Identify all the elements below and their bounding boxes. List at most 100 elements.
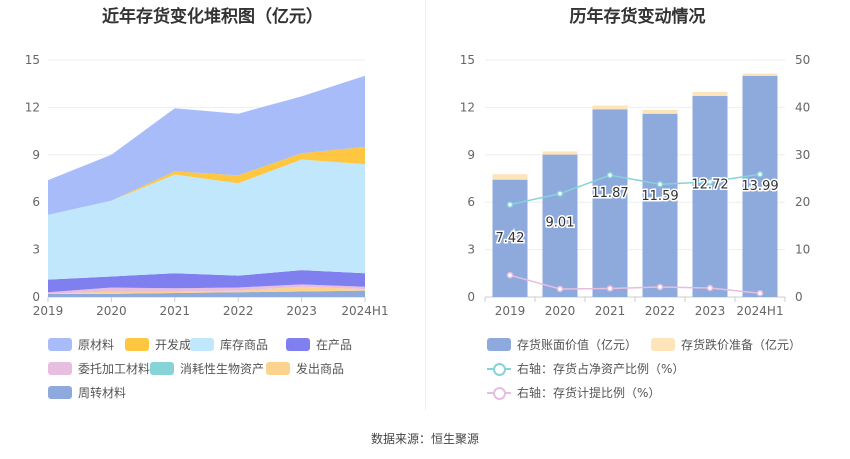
bar-provision xyxy=(542,151,578,155)
left-chart-panel: 近年存货变化堆积图（亿元） 0 3 6 9 12 15 2019 2020 2021 2022 20… xyxy=(0,0,425,410)
left-legend-item[interactable]: 周转材料 xyxy=(48,384,126,401)
right-y-right-tick-label: 40 xyxy=(795,100,810,114)
legend-swatch xyxy=(286,338,310,351)
bar-provision xyxy=(742,73,778,76)
right-y-right-tick-label: 50 xyxy=(795,53,810,67)
right-chart-title: 历年存货变动情况 xyxy=(569,7,706,27)
bar-book-value xyxy=(592,109,628,297)
line-point xyxy=(656,180,664,188)
right-x-tick-label: 2024H1 xyxy=(736,304,783,318)
legend-label: 库存商品 xyxy=(220,338,269,352)
bar-data-label: 11.59 xyxy=(641,189,678,204)
legend-label: 周转材料 xyxy=(78,386,127,400)
right-x-tick-label: 2019 xyxy=(495,304,526,318)
legend-label: 消耗性生物资产 xyxy=(180,362,265,376)
line-point xyxy=(506,271,514,279)
left-x-tick-label: 2019 xyxy=(33,304,64,318)
right-x-tick-label: 2021 xyxy=(595,304,626,318)
right-x-tick-label: 2022 xyxy=(645,304,676,318)
legend-swatch xyxy=(266,362,290,375)
left-y-tick-label: 12 xyxy=(25,100,40,114)
left-y-tick-label: 15 xyxy=(25,53,40,67)
right-legend-item[interactable]: 存货跌价准备（亿元） xyxy=(651,336,801,353)
right-y-left-tick-label: 15 xyxy=(460,53,475,67)
bar-book-value xyxy=(692,96,728,297)
left-x-tick-label: 2021 xyxy=(160,304,191,318)
area-库存商品 xyxy=(48,159,365,280)
line-point xyxy=(706,178,714,186)
legend-swatch xyxy=(487,386,511,400)
line-series-2 xyxy=(509,274,761,294)
bar-book-value xyxy=(542,154,578,297)
line-point xyxy=(606,285,614,292)
legend-label: 在产品 xyxy=(316,338,353,352)
legend-swatch xyxy=(651,338,675,351)
legend-label: 右轴：存货计提比例（%） xyxy=(517,386,661,400)
bar-data-label: 7.42 xyxy=(496,231,525,246)
right-y-right-tick-label: 10 xyxy=(795,243,810,257)
right-chart-panel: 历年存货变动情况 0 3 6 9 12 15 0 10 20 30 40 50 2019 2020 2021… xyxy=(425,0,850,410)
right-y-right-tick-label: 0 xyxy=(795,290,803,304)
legend-swatch xyxy=(48,362,72,375)
bar-data-label: 9.01 xyxy=(546,215,575,230)
legend-swatch xyxy=(487,362,511,376)
legend-swatch xyxy=(150,362,174,375)
bar-book-value xyxy=(742,75,778,297)
left-legend-item[interactable]: 原材料 xyxy=(48,336,114,353)
bar-line-chart: 0 3 6 9 12 15 0 10 20 30 40 50 2019 2020 2021 2022 2023 2… xyxy=(460,53,811,318)
right-y-left-tick-label: 6 xyxy=(467,195,475,209)
legend-label: 委托加工材料 xyxy=(78,362,151,376)
legend-swatch xyxy=(125,338,149,351)
legend-swatch xyxy=(190,338,214,351)
left-y-tick-label: 3 xyxy=(32,243,40,257)
area-在产品 xyxy=(48,270,365,293)
legend-label: 存货跌价准备（亿元） xyxy=(681,338,802,352)
legend-swatch xyxy=(48,386,72,399)
left-legend-item[interactable]: 委托加工材料 xyxy=(48,360,150,377)
bar-book-value xyxy=(642,113,678,298)
bar-provision xyxy=(692,92,728,97)
line-point xyxy=(706,284,714,292)
area-原材料 xyxy=(48,75,365,215)
right-y-right-tick-label: 30 xyxy=(795,148,810,162)
legend-label: 右轴：存货占净资产比例（%） xyxy=(517,362,685,376)
data-source-note: 数据来源：恒生聚源 xyxy=(370,432,479,446)
bar-provision xyxy=(592,105,628,110)
left-x-tick-label: 2023 xyxy=(286,304,317,318)
right-legend-item[interactable]: 存货账面价值（亿元） xyxy=(487,336,637,353)
area-开发成本 xyxy=(48,146,365,215)
right-y-left-tick-label: 0 xyxy=(467,290,475,304)
legend-label: 存货账面价值（亿元） xyxy=(517,338,638,352)
right-legend-item[interactable]: 右轴：存货占净资产比例（%） xyxy=(487,360,684,377)
line-point xyxy=(556,285,564,293)
line-point xyxy=(756,289,764,297)
right-y-left-tick-label: 3 xyxy=(467,243,475,257)
legend-label: 发出商品 xyxy=(296,362,345,376)
bar-provision xyxy=(642,109,678,114)
right-y-left-tick-label: 9 xyxy=(467,148,475,162)
line-series-1 xyxy=(509,173,761,206)
left-legend-item[interactable]: 在产品 xyxy=(286,336,352,353)
left-x-tick-label: 2024H1 xyxy=(341,304,388,318)
legend-label: 原材料 xyxy=(78,338,115,352)
left-legend-item[interactable]: 库存商品 xyxy=(190,336,268,353)
left-y-tick-label: 0 xyxy=(32,290,40,304)
left-x-tick-label: 2022 xyxy=(223,304,254,318)
panel-divider xyxy=(425,0,426,410)
legend-swatch xyxy=(487,338,511,351)
legend-swatch xyxy=(48,338,72,351)
stacked-area-chart: 0 3 6 9 12 15 2019 2020 2021 2022 2023 2024H1 xyxy=(25,53,389,318)
area-发出商品 xyxy=(48,286,365,294)
right-x-tick-label: 2023 xyxy=(695,304,726,318)
area-周转材料 xyxy=(48,290,365,297)
left-x-tick-label: 2020 xyxy=(96,304,127,318)
bar-data-label: 13.99 xyxy=(741,179,778,194)
right-legend-item[interactable]: 右轴：存货计提比例（%） xyxy=(487,384,660,401)
bar-data-label: 12.72 xyxy=(691,177,728,192)
right-y-right-tick-label: 20 xyxy=(795,195,810,209)
right-x-tick-label: 2020 xyxy=(545,304,576,318)
bar-provision xyxy=(492,174,528,180)
line-point xyxy=(606,171,614,179)
left-legend-item[interactable]: 消耗性生物资产 xyxy=(150,360,264,377)
left-legend-item[interactable]: 发出商品 xyxy=(266,360,344,377)
